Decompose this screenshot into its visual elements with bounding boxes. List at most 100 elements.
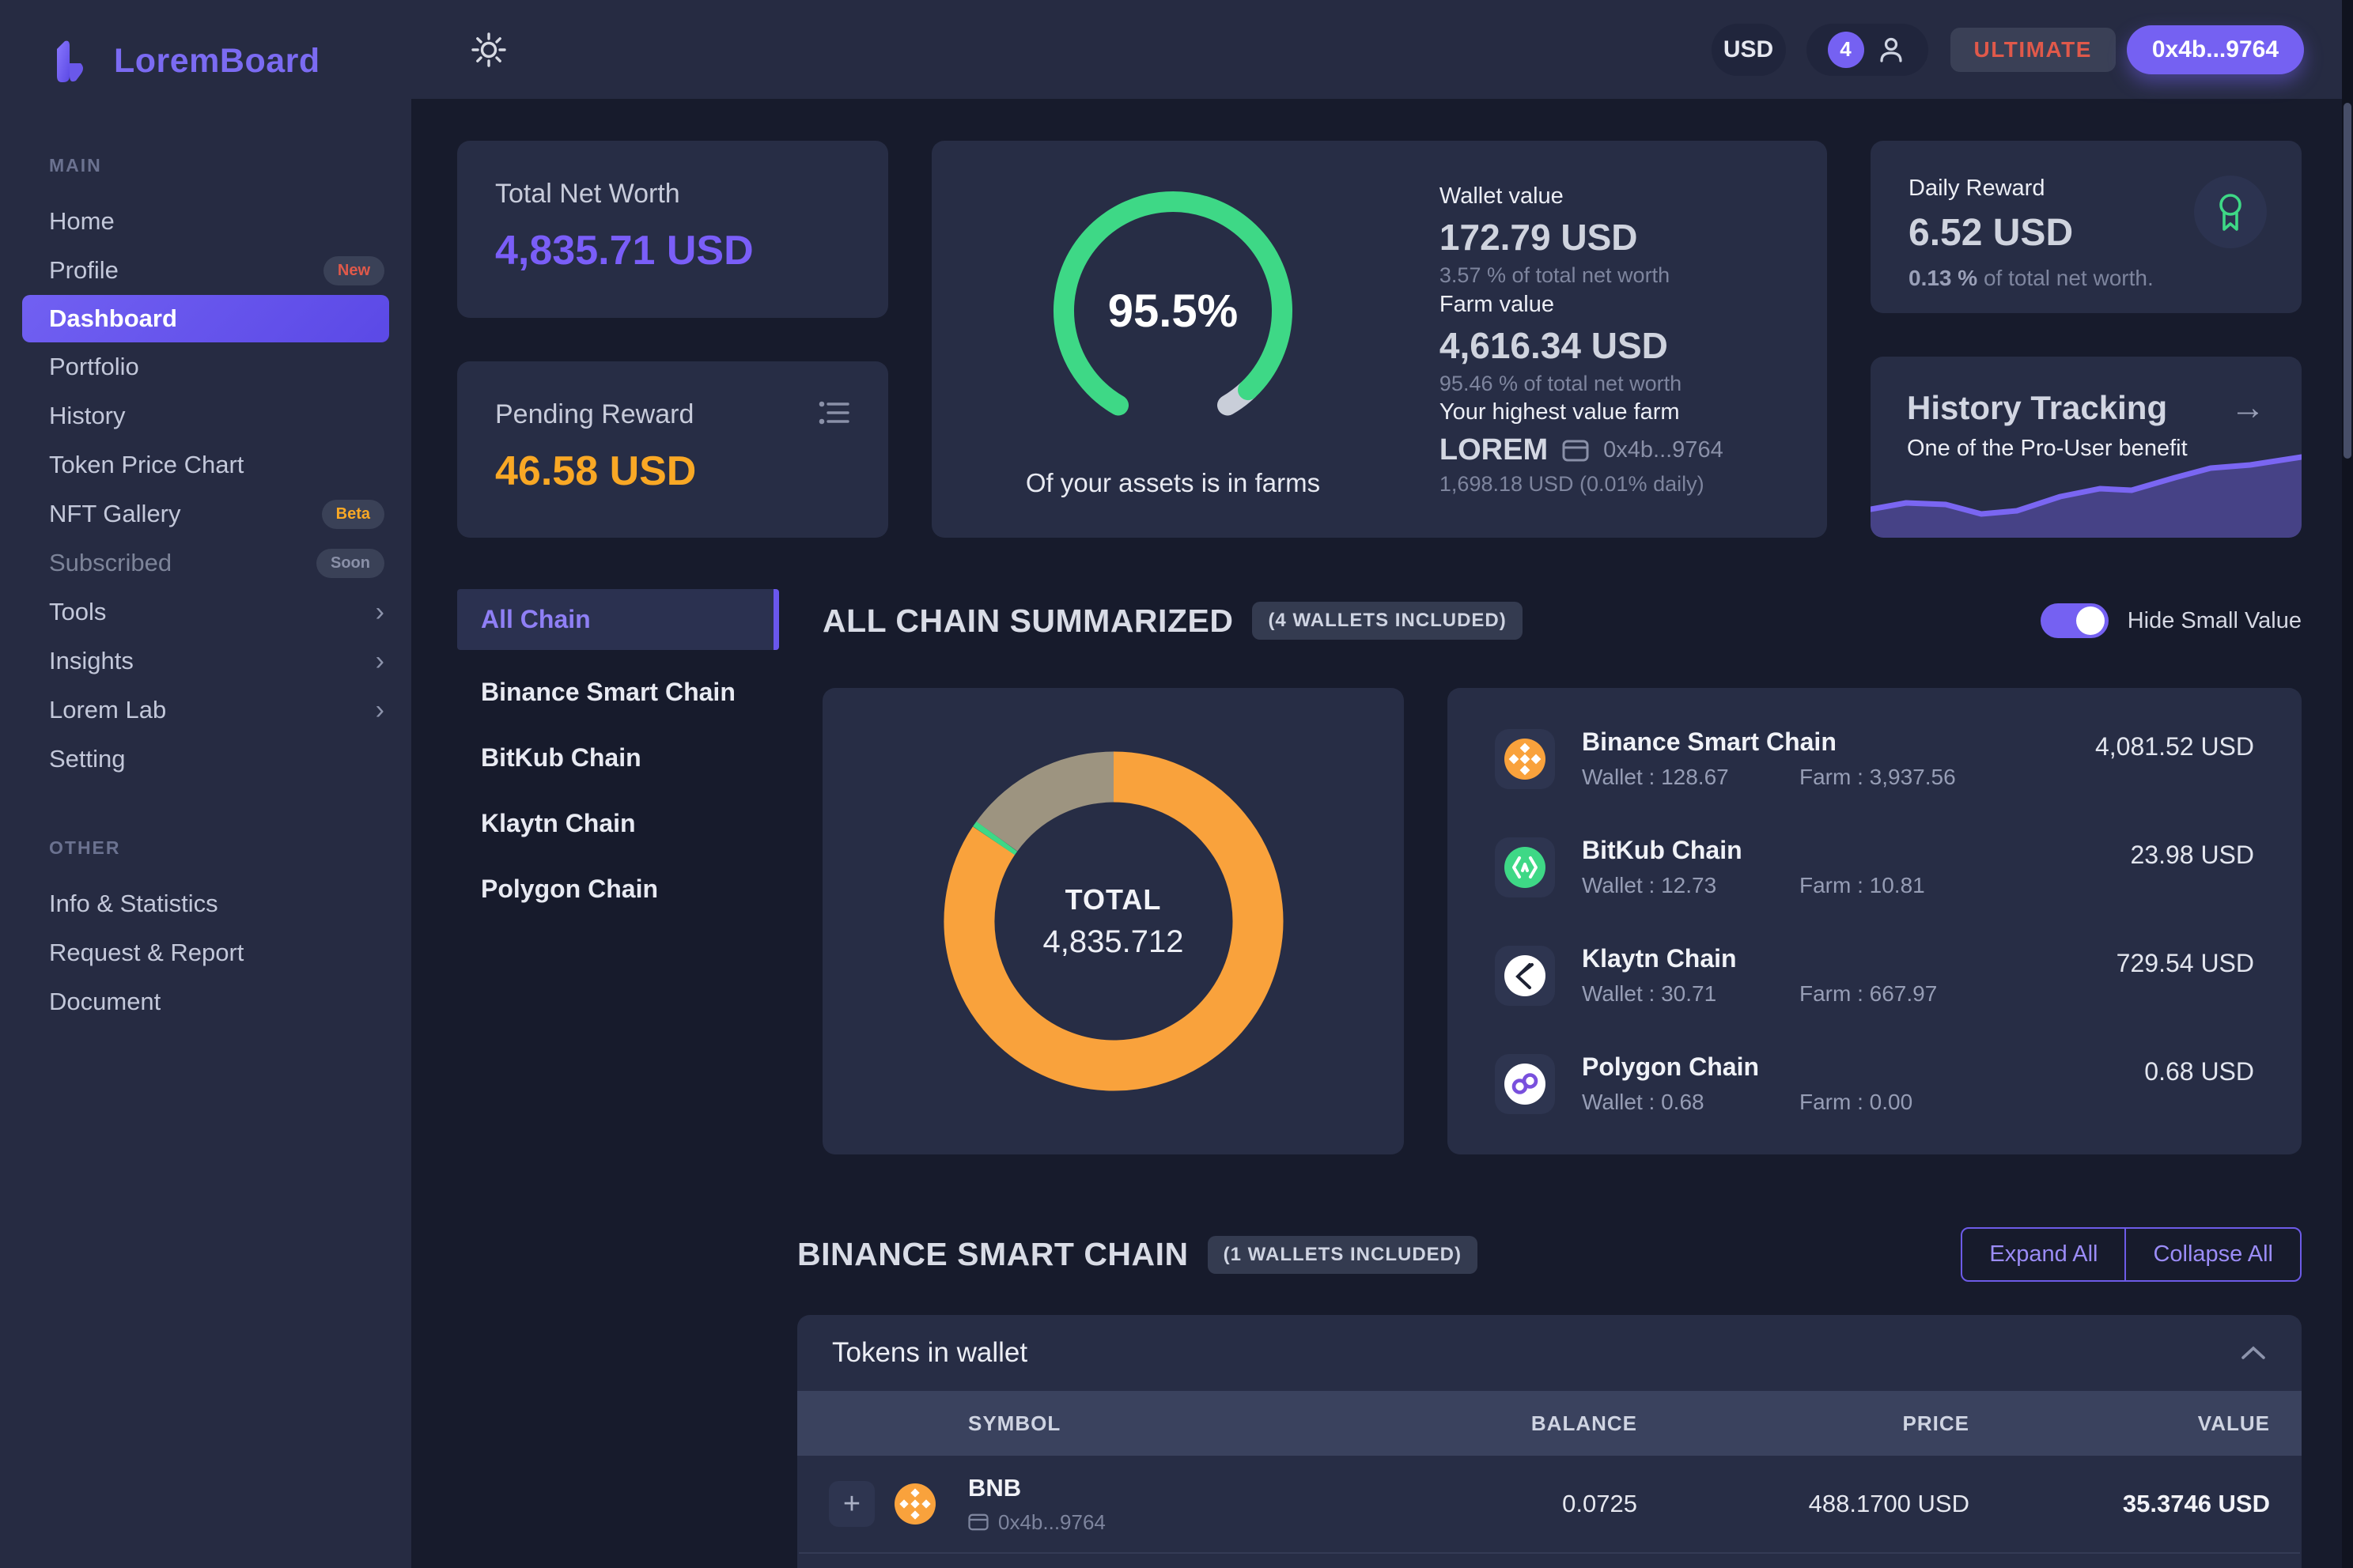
col-symbol: SYMBOL xyxy=(968,1411,1061,1435)
sidebar-item-info-statistics[interactable]: Info & Statistics xyxy=(49,890,218,917)
highest-farm-block: Your highest value farm LOREM 0x4b...976… xyxy=(1439,399,1723,496)
tab-klaytn-chain[interactable]: Klaytn Chain xyxy=(481,808,636,837)
wallet-address-button[interactable]: 0x4b...9764 xyxy=(2126,25,2304,74)
sidebar: LoremBoard MAIN Home Profile New Dashboa… xyxy=(0,0,411,1568)
highest-farm-name: LOREM xyxy=(1439,433,1549,467)
sidebar-item-home[interactable]: Home xyxy=(49,207,115,235)
daily-reward-card: Daily Reward 6.52 USD 0.13 % of total ne… xyxy=(1871,141,2302,313)
farm-value-block: Farm value 4,616.34 USD 95.46 % of total… xyxy=(1439,292,1776,396)
sidebar-item-document[interactable]: Document xyxy=(49,988,161,1015)
list-icon[interactable] xyxy=(819,399,850,426)
wallet-card-icon xyxy=(968,1513,989,1531)
scrollbar-thumb[interactable] xyxy=(2344,103,2351,459)
donut-total-value: 4,835.712 xyxy=(1042,924,1184,959)
chain-row-bitkub[interactable]: BitKub Chain Wallet : 12.73 Farm : 10.81… xyxy=(1495,836,2254,898)
user-icon xyxy=(1875,34,1907,66)
total-net-worth-card: Total Net Worth 4,835.71 USD xyxy=(457,141,888,318)
wallet-value: 172.79 USD xyxy=(1439,217,1638,258)
tab-all-chain[interactable]: All Chain xyxy=(457,589,779,650)
expand-row-button[interactable]: + xyxy=(829,1481,875,1527)
history-sparkline xyxy=(1871,454,2302,538)
currency-selector[interactable]: USD xyxy=(1711,23,1786,76)
wallet-card-icon xyxy=(1562,440,1589,462)
tokens-in-wallet-card: Tokens in wallet SYMBOL BALANCE PRICE VA… xyxy=(797,1315,2302,1568)
expand-collapse-group: Expand All Collapse All xyxy=(1961,1227,2302,1282)
bnb-token-icon xyxy=(892,1481,968,1527)
total-net-worth-label: Total Net Worth xyxy=(495,179,680,209)
sidebar-item-lorem-lab[interactable]: Lorem Lab › xyxy=(49,695,384,725)
hide-small-value-label: Hide Small Value xyxy=(2127,607,2302,633)
history-tracking-card[interactable]: History Tracking → One of the Pro-User b… xyxy=(1871,357,2302,538)
highest-farm-address: 0x4b...9764 xyxy=(1603,437,1723,463)
chain-donut-chart: TOTAL 4,835.712 xyxy=(944,751,1284,1091)
pending-reward-value: 46.58 USD xyxy=(495,448,697,494)
theme-toggle-sun-icon[interactable] xyxy=(468,29,509,70)
farm-gauge: 95.5% xyxy=(1042,180,1303,441)
tab-polygon-chain[interactable]: Polygon Chain xyxy=(481,874,658,903)
sidebar-item-profile[interactable]: Profile New xyxy=(0,246,411,295)
pending-reward-label: Pending Reward xyxy=(495,399,694,429)
col-price: PRICE xyxy=(1902,1411,1969,1435)
wallet-count-button[interactable]: 4 xyxy=(1806,23,1928,76)
row-divider xyxy=(799,1552,2300,1554)
sidebar-item-insights[interactable]: Insights › xyxy=(49,646,384,676)
sidebar-item-history[interactable]: History xyxy=(49,402,126,429)
chain-row-polygon[interactable]: Polygon Chain Wallet : 0.68 Farm : 0.00 … xyxy=(1495,1052,2254,1115)
tab-binance-smart-chain[interactable]: Binance Smart Chain xyxy=(481,677,736,706)
farm-gauge-caption: Of your assets is in farms xyxy=(1025,468,1321,497)
token-value: 35.3746 USD xyxy=(2122,1490,2270,1517)
chain-donut-card: TOTAL 4,835.712 xyxy=(823,688,1404,1154)
token-row-bnb[interactable]: + BNB xyxy=(797,1456,2302,1552)
collapse-chevron-icon[interactable] xyxy=(2240,1345,2267,1361)
token-symbol: BNB xyxy=(968,1473,1022,1502)
sidebar-item-dashboard[interactable]: Dashboard xyxy=(22,295,389,342)
soon-badge: Soon xyxy=(316,548,384,578)
token-address: 0x4b...9764 xyxy=(998,1509,1106,1534)
pending-reward-card: Pending Reward 46.58 USD xyxy=(457,361,888,538)
expand-all-button[interactable]: Expand All xyxy=(1989,1241,2098,1267)
all-chain-title: ALL CHAIN SUMMARIZED xyxy=(823,602,1234,639)
logo[interactable]: LoremBoard xyxy=(0,0,411,85)
binance-chain-icon xyxy=(1495,728,1555,789)
beta-badge: Beta xyxy=(321,499,384,529)
bsc-section-title: BINANCE SMART CHAIN xyxy=(797,1236,1189,1272)
klaytn-chain-icon xyxy=(1495,945,1555,1006)
sidebar-section-main: MAIN xyxy=(49,155,102,176)
tab-bitkub-chain[interactable]: BitKub Chain xyxy=(481,742,641,772)
wallet-value-block: Wallet value 172.79 USD 3.57 % of total … xyxy=(1439,183,1776,288)
sidebar-item-request-report[interactable]: Request & Report xyxy=(49,939,244,966)
sidebar-item-setting[interactable]: Setting xyxy=(49,745,126,773)
chevron-right-icon: › xyxy=(375,597,384,627)
col-balance: BALANCE xyxy=(1530,1411,1637,1435)
chain-row-klaytn[interactable]: Klaytn Chain Wallet : 30.71 Farm : 667.9… xyxy=(1495,944,2254,1007)
sidebar-item-token-price-chart[interactable]: Token Price Chart xyxy=(49,451,244,478)
collapse-all-button[interactable]: Collapse All xyxy=(2124,1229,2300,1280)
chain-summary-list: Binance Smart Chain Wallet : 128.67 Farm… xyxy=(1447,688,2302,1154)
bitkub-chain-icon xyxy=(1495,837,1555,897)
chain-row-binance[interactable]: Binance Smart Chain Wallet : 128.67 Farm… xyxy=(1495,727,2254,790)
hide-small-value-toggle[interactable] xyxy=(2040,603,2109,638)
sidebar-item-nft-gallery[interactable]: NFT Gallery Beta xyxy=(0,489,411,538)
chevron-right-icon: › xyxy=(375,695,384,725)
sidebar-item-subscribed[interactable]: Subscribed Soon xyxy=(0,538,411,588)
farm-gauge-percent: 95.5% xyxy=(1107,285,1239,337)
bsc-wallets-included-badge: (1 WALLETS INCLUDED) xyxy=(1207,1235,1477,1274)
new-badge: New xyxy=(323,255,384,285)
daily-reward-value: 6.52 USD xyxy=(1909,212,2074,254)
sidebar-item-portfolio[interactable]: Portfolio xyxy=(49,353,139,380)
page-scrollbar[interactable] xyxy=(2342,0,2353,1568)
tokens-in-wallet-title: Tokens in wallet xyxy=(832,1337,1028,1368)
topbar: USD 4 ULTIMATE 0x4b...9764 xyxy=(411,0,2353,99)
main-content: Total Net Worth 4,835.71 USD Pending Rew… xyxy=(411,99,2353,1568)
token-price: 488.1700 USD xyxy=(1808,1490,1969,1517)
arrow-right-icon[interactable]: → xyxy=(2230,388,2265,427)
sidebar-section-other: OTHER xyxy=(49,837,121,858)
sidebar-item-tools[interactable]: Tools › xyxy=(49,597,384,627)
logo-icon xyxy=(46,36,95,85)
farm-summary-card: 95.5% Of your assets is in farms Wallet … xyxy=(932,141,1827,538)
plan-badge[interactable]: ULTIMATE xyxy=(1950,27,2116,72)
medal-icon xyxy=(2194,176,2267,248)
wallets-included-badge: (4 WALLETS INCLUDED) xyxy=(1252,602,1523,640)
wallet-count: 4 xyxy=(1827,31,1864,68)
tokens-table-header: SYMBOL BALANCE PRICE VALUE xyxy=(797,1391,2302,1456)
